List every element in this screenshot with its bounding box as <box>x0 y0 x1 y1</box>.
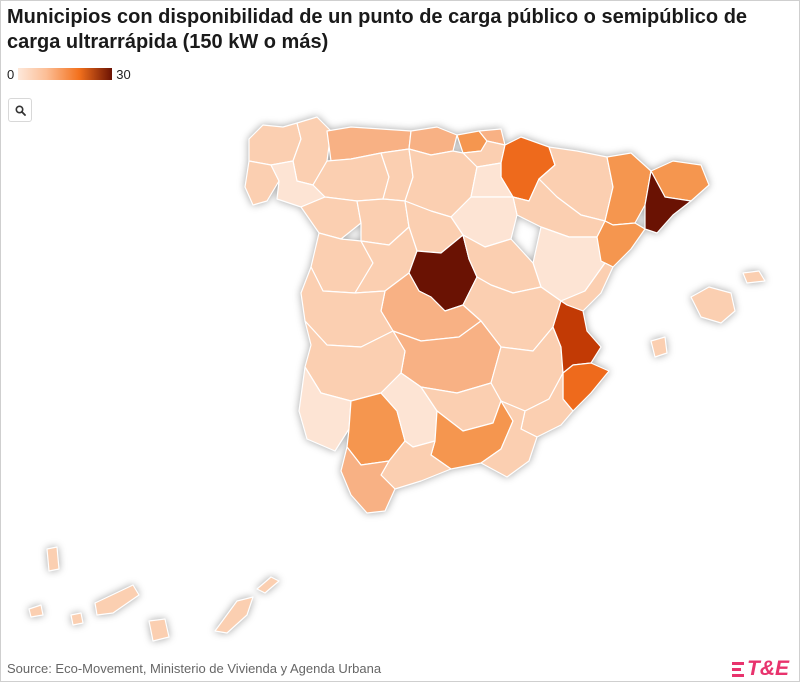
region-la-gomera[interactable] <box>70 612 84 626</box>
region-ibiza[interactable] <box>650 336 668 358</box>
region-gran-canaria[interactable] <box>148 618 170 642</box>
chart-title: Municipios con disponibilidad de un punt… <box>7 6 748 53</box>
region-menorca[interactable] <box>742 270 766 284</box>
region-almeria[interactable] <box>480 400 538 478</box>
te-logo: T&E <box>732 657 789 681</box>
legend-max-label: 30 <box>116 66 131 82</box>
search-icon <box>14 104 26 116</box>
spain-choropleth-map <box>28 116 766 642</box>
region-tarragona[interactable] <box>596 220 646 268</box>
region-zamora[interactable] <box>300 196 362 240</box>
region-el-hierro[interactable] <box>28 604 44 618</box>
region-mallorca[interactable] <box>690 286 736 324</box>
region-huelva[interactable] <box>298 366 352 452</box>
legend-min-label: 0 <box>7 66 15 82</box>
region-lanzarote[interactable] <box>256 576 280 594</box>
source-note: Source: Eco-Movement, Ministerio de Vivi… <box>7 661 382 676</box>
color-legend: 0 30 <box>7 65 131 83</box>
logo-bars-icon <box>732 661 744 677</box>
logo-text: T&E <box>747 657 789 680</box>
region-fuerteventura[interactable] <box>214 596 254 634</box>
region-cadiz[interactable] <box>340 446 396 514</box>
region-alicante[interactable] <box>562 362 610 412</box>
region-barcelona[interactable] <box>644 170 692 234</box>
region-tenerife[interactable] <box>94 584 140 616</box>
legend-color-ramp <box>18 68 113 80</box>
zoom-button[interactable] <box>8 98 32 122</box>
region-la-palma[interactable] <box>46 546 60 572</box>
